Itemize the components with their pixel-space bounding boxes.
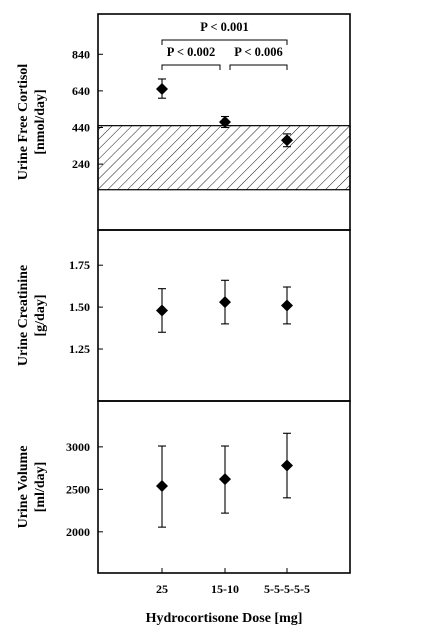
data-point (281, 134, 293, 147)
data-point (281, 299, 293, 312)
y-tick-label: 240 (72, 157, 90, 171)
y-axis-unit: [nmol/day] (33, 89, 48, 154)
y-axis-unit: [g/day] (33, 295, 48, 337)
y-axis-title: Urine Volume (16, 446, 31, 529)
significance-label: P < 0.001 (200, 20, 248, 34)
y-tick-label: 3000 (66, 440, 90, 454)
data-point (281, 459, 293, 472)
y-axis-title: Urine Free Cortisol (16, 64, 31, 180)
x-tick-label: 5-5-5-5-5 (264, 582, 310, 596)
x-axis: 25 15-10 5-5-5-5-5 (156, 568, 310, 596)
y-tick-label: 2500 (66, 482, 90, 496)
significance-bracket (161, 64, 221, 70)
data-point (156, 83, 168, 96)
data-point (219, 473, 231, 486)
data-point (219, 296, 231, 309)
panel-frame (97, 400, 351, 574)
y-axis-title: Urine Creatinine (16, 265, 31, 366)
y-tick-label: 1.50 (69, 300, 90, 314)
y-axis-unit: [ml/day] (33, 462, 48, 513)
significance-bracket (229, 64, 288, 70)
y-tick-label: 1.25 (69, 342, 90, 356)
x-tick-label: 25 (156, 582, 168, 596)
y-tick-label: 640 (72, 84, 90, 98)
y-tick-label: 1.75 (69, 258, 90, 272)
data-point (219, 116, 231, 128)
panels: 240 440 640 840 Urine Free Cortisol [nmol/day… (16, 13, 351, 574)
significance-label: P < 0.006 (234, 45, 282, 59)
panel-creatinine: 1.25 1.50 1.75 Urine Creatinine [g/day] (16, 229, 351, 402)
data-point (156, 304, 168, 317)
panel-frame (97, 229, 351, 402)
y-tick-label: 440 (72, 120, 90, 134)
y-tick-label: 2000 (66, 525, 90, 539)
x-axis-title: Hydrocortisone Dose [mg] (146, 611, 303, 626)
panel-volume: 2000 2500 3000 Urine Volume [ml/day] (16, 400, 351, 574)
y-tick-label: 840 (72, 47, 90, 61)
x-tick-label: 15-10 (211, 582, 239, 596)
panel-cortisol: 240 440 640 840 Urine Free Cortisol [nmol/day… (16, 13, 351, 231)
significance-bracket (161, 39, 288, 45)
reference-range-band (97, 125, 351, 191)
data-point (156, 479, 168, 492)
significance-label: P < 0.002 (167, 45, 215, 59)
